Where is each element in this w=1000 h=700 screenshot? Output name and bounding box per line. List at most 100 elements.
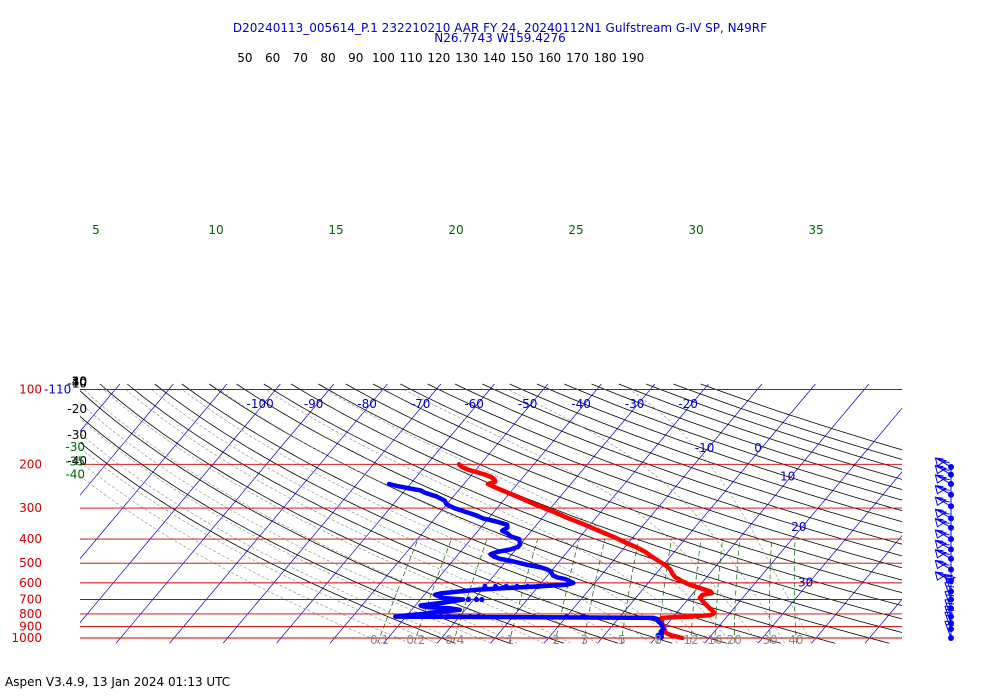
dewpoint-point — [563, 613, 570, 620]
isotherm-line — [222, 383, 442, 644]
dewpoint-point — [503, 583, 509, 590]
isotherm-line — [276, 383, 495, 644]
isotherm-label: -80 — [357, 397, 377, 411]
isotherm-label: -10 — [695, 441, 715, 455]
dewpoint-point — [525, 583, 531, 590]
wind-barb-pennant — [934, 496, 947, 507]
mixing-ratio-line — [452, 538, 488, 644]
pressure-label-top-isotherm: -110 — [44, 383, 71, 397]
mixing-ratio-top-label: 20 — [448, 223, 463, 237]
isotherm-label: -30 — [625, 397, 645, 411]
isotherm-line — [329, 383, 549, 644]
theta-label: 170 — [566, 51, 589, 65]
wind-barb-feather — [941, 521, 950, 524]
wind-barb-staff — [944, 605, 952, 624]
wind-barb-staff — [944, 599, 952, 617]
isotherm-label: 20 — [791, 520, 806, 534]
isotherm-line — [490, 383, 709, 644]
dry-adiabat-line — [154, 383, 727, 644]
moist-adiabat-line — [103, 389, 571, 644]
wind-barb-feather — [944, 620, 953, 623]
isotherm-line — [704, 407, 902, 644]
dry-adiabat-line — [427, 383, 902, 557]
moist-adiabat-line — [80, 402, 518, 644]
mixing-ratio-top-label: 15 — [328, 223, 343, 237]
left-theta-label: 20 — [72, 375, 87, 389]
temperature-profile-line — [456, 462, 717, 641]
mixing-ratio-line — [620, 539, 640, 644]
dry-adiabat-line — [536, 383, 902, 512]
isotherm-label: -40 — [571, 397, 591, 411]
moist-adiabat-line — [403, 389, 759, 644]
dry-adiabat-line — [181, 383, 781, 644]
isotherm-line — [80, 383, 174, 496]
wind-barb-feather — [941, 552, 950, 555]
theta-label: 160 — [538, 51, 561, 65]
mixing-ratio-bottom-label: 12 — [683, 633, 698, 647]
wind-barb-feather — [944, 605, 953, 608]
wind-barb-feather — [941, 512, 950, 515]
left-theta-label: -40 — [67, 454, 87, 468]
dewpoint-point — [579, 613, 586, 620]
moist-adiabat-line — [80, 475, 384, 644]
wind-barb-pennant — [934, 464, 947, 475]
wind-barb-feather — [941, 533, 950, 536]
wind-barb-feather — [944, 582, 953, 585]
pressure-label: 800 — [19, 607, 42, 621]
isotherm-line — [80, 383, 228, 560]
moist-adiabat-line — [265, 389, 705, 644]
chart-title-line-1: D20240113_005614_P.1 232210210 AAR FY 24… — [232, 21, 768, 35]
dry-adiabat-line — [564, 383, 902, 501]
pressure-label: 400 — [19, 532, 42, 546]
dewpoint-point — [479, 596, 485, 603]
wind-barb-feather — [946, 594, 955, 597]
dewpoint-point — [473, 596, 480, 603]
isotherm-line — [169, 383, 388, 644]
footer-version: Aspen V3.4.9, 13 Jan 2024 01:13 UTC — [5, 675, 231, 689]
dry-adiabat-line — [345, 383, 902, 594]
dry-adiabat-line — [127, 383, 673, 644]
isotherm-line — [543, 383, 763, 644]
wind-barb-feather — [944, 590, 953, 593]
wind-barb-feather — [941, 500, 950, 503]
dry-adiabat-line — [318, 383, 902, 607]
mixing-ratio-bottom-label: 0.4 — [445, 633, 464, 647]
left-theta-label: 30 — [72, 375, 87, 389]
wind-barb-feather — [946, 614, 955, 617]
wind-barb-pennant — [934, 549, 947, 559]
wind-barb-pennant — [934, 529, 947, 539]
isotherm-label: -100 — [247, 397, 274, 411]
dewpoint-point — [475, 613, 481, 620]
dry-adiabat-line — [454, 383, 902, 545]
theta-label: 50 — [237, 51, 252, 65]
mixing-ratio-line — [733, 539, 741, 644]
dry-adiabat-line — [208, 383, 836, 644]
dewpoint-point — [467, 613, 473, 620]
dewpoint-point — [492, 583, 499, 590]
isotherm-label: -50 — [518, 397, 538, 411]
mixing-ratio-bottom-label: 40 — [788, 633, 803, 647]
left-theta-label: -30 — [67, 428, 87, 442]
dry-adiabat-line — [700, 383, 902, 451]
isotherm-label: -20 — [678, 397, 698, 411]
moist-adiabat-line — [151, 389, 625, 644]
wind-barb-feather — [941, 488, 950, 491]
mixing-ratio-bottom-label: 30 — [762, 633, 777, 647]
wind-barb-feather — [941, 543, 950, 546]
theta-label: 60 — [265, 51, 280, 65]
mixing-ratio-bottom-label: 16 — [707, 633, 722, 647]
left-theta-label: 10 — [72, 375, 87, 389]
theta-label: 100 — [372, 51, 395, 65]
wind-barb-staff — [944, 620, 952, 639]
isotherm-label: -90 — [304, 397, 324, 411]
isotherm-label: -70 — [411, 397, 431, 411]
mixing-ratio-line — [508, 539, 539, 644]
dewpoint-point — [482, 583, 488, 590]
wind-barbs — [934, 457, 957, 641]
left-theta-label: 0 — [79, 375, 87, 389]
moist-adiabat-line — [325, 389, 732, 644]
moist-adiabat-line — [80, 433, 464, 644]
mixing-ratio-line — [690, 539, 702, 644]
isotherm-line — [864, 598, 902, 644]
moist-adiabat-label: -40 — [65, 468, 85, 482]
